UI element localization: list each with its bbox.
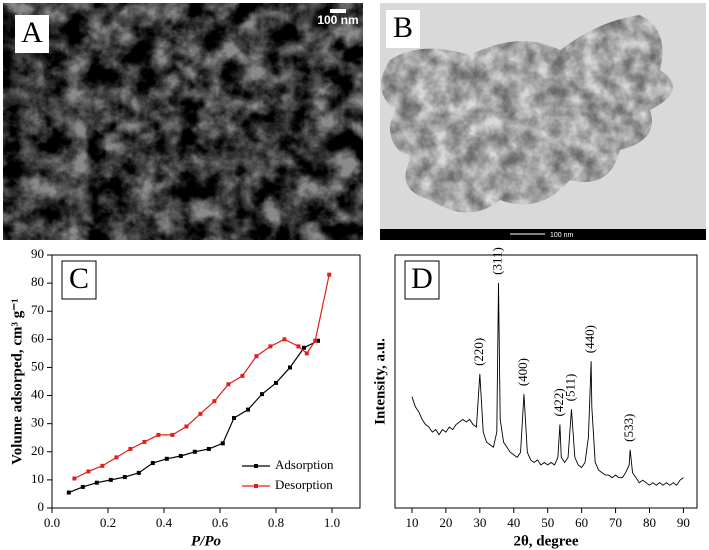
data-point (86, 469, 91, 474)
x-tick-label: 0.2 (100, 515, 116, 530)
y-tick-label: 70 (31, 302, 44, 317)
panel-label: A (21, 16, 43, 49)
data-point (288, 365, 292, 370)
legend-label: Adsorption (275, 457, 334, 472)
x-tick-label: 0.6 (212, 515, 229, 530)
peak-label: (422) (551, 388, 566, 416)
data-point (254, 354, 259, 359)
legend-marker (254, 464, 258, 468)
y-tick-label: 0 (38, 499, 45, 514)
x-tick-label: 30 (473, 515, 486, 530)
data-point (164, 456, 169, 461)
data-point (274, 380, 278, 385)
data-point (128, 446, 133, 451)
data-point (313, 338, 318, 343)
plot-frame (394, 254, 698, 509)
x-tick-label: 10 (405, 515, 418, 530)
data-point (226, 382, 231, 387)
legend-marker (254, 484, 258, 488)
x-axis-label: 2θ, degree (513, 533, 578, 549)
data-point (142, 439, 147, 444)
data-point (260, 392, 264, 397)
legend-label: Desorption (275, 477, 333, 492)
data-point (246, 407, 250, 412)
data-point (296, 344, 301, 349)
x-tick-label: 0.4 (156, 515, 173, 530)
x-tick-label: 60 (575, 515, 588, 530)
series-line (74, 274, 330, 480)
panel-label: D (411, 262, 433, 295)
x-tick-label: 50 (541, 515, 554, 530)
data-point (114, 455, 119, 460)
y-tick-label: 20 (31, 443, 44, 458)
data-point (184, 424, 189, 429)
y-axis-label: Intensity, a.u. (372, 338, 388, 425)
scale-bar (330, 9, 346, 13)
data-point (212, 399, 217, 404)
scale-bar-label: 100 nm (550, 232, 574, 239)
data-point (66, 490, 71, 495)
panel-label-box (61, 260, 97, 300)
y-tick-label: 40 (31, 387, 44, 402)
data-point (282, 337, 287, 342)
y-axis-label: Volume adsorped, cm³ g⁻¹ (9, 298, 25, 464)
x-tick-label: 70 (609, 515, 622, 530)
panel-label-box (386, 10, 420, 48)
x-tick-label: 0.0 (44, 515, 60, 530)
data-point (304, 351, 309, 356)
y-tick-label: 90 (31, 246, 44, 261)
data-point (302, 345, 306, 350)
x-tick-label: 1.0 (324, 515, 340, 530)
data-point (136, 470, 141, 475)
data-point (150, 461, 155, 466)
data-point (220, 441, 225, 446)
data-point (80, 484, 85, 489)
data-point (94, 480, 99, 485)
panel-label: C (69, 262, 89, 295)
data-point (240, 373, 245, 378)
peak-label: (440) (582, 325, 597, 353)
data-point (100, 463, 105, 468)
x-tick-label: 90 (677, 515, 690, 530)
data-point (327, 272, 332, 277)
y-tick-label: 10 (31, 471, 44, 486)
x-axis-label: P/Po (191, 533, 221, 549)
peak-label: (533) (621, 414, 636, 442)
x-tick-label: 80 (643, 515, 656, 530)
panel-label-box (404, 260, 440, 300)
plot-frame (51, 254, 361, 509)
data-point (170, 432, 175, 437)
y-tick-label: 30 (31, 415, 44, 430)
sem-texture (3, 3, 363, 240)
data-point (198, 411, 203, 416)
scale-bar-label: 100 nm (317, 13, 358, 27)
peak-label: (511) (562, 374, 577, 402)
x-tick-label: 20 (439, 515, 452, 530)
data-point (122, 475, 127, 480)
panel-label: B (393, 11, 413, 44)
data-point (192, 449, 197, 454)
data-point (232, 416, 236, 421)
data-point (156, 432, 161, 437)
y-tick-label: 80 (31, 274, 44, 289)
y-tick-label: 50 (31, 358, 44, 373)
series-line (411, 282, 684, 486)
x-tick-label: 0.8 (268, 515, 284, 530)
y-tick-label: 60 (31, 330, 44, 345)
x-tick-label: 40 (507, 515, 520, 530)
data-point (206, 446, 211, 451)
data-point (268, 344, 273, 349)
data-point (108, 477, 113, 482)
peak-label: (220) (471, 338, 486, 366)
peak-label: (311) (489, 247, 504, 275)
panel-label-box (15, 15, 49, 53)
data-point (316, 338, 320, 343)
data-point (178, 453, 183, 458)
data-point (72, 476, 77, 481)
peak-label: (400) (515, 358, 530, 386)
